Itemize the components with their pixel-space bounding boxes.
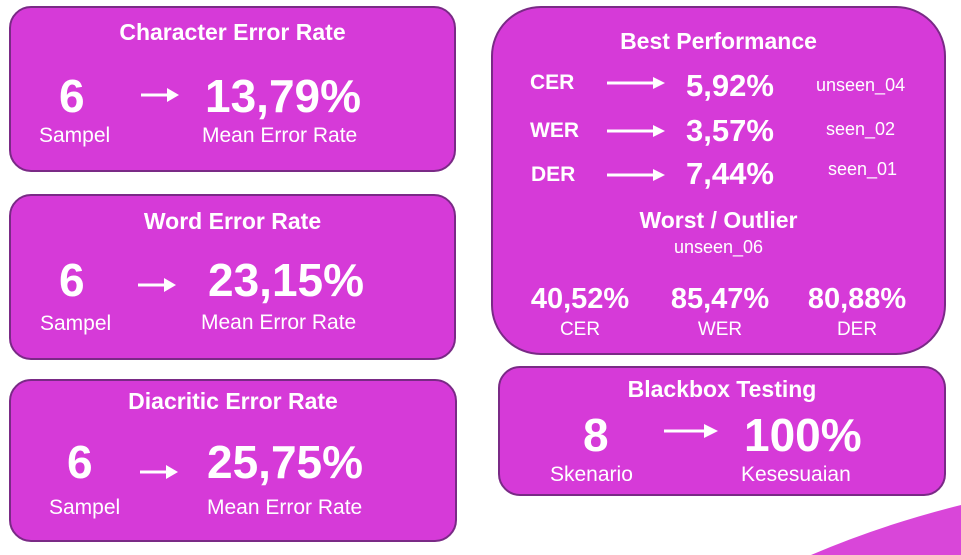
mean-error-label: Mean Error Rate — [207, 496, 363, 519]
decorative-corner-shape — [811, 505, 961, 555]
arrow-right-icon — [140, 465, 178, 479]
mean-error-label: Mean Error Rate — [201, 311, 357, 334]
best-metric-label: WER — [530, 119, 579, 142]
worst-metric-label: DER — [836, 319, 878, 340]
best-sample-name: unseen_04 — [816, 75, 906, 95]
der-card: Diacritic Error Rate 6 Sampel 25,75% Mea… — [9, 379, 457, 542]
best-metric-value: 7,44% — [686, 156, 774, 191]
sample-label: Sampel — [40, 312, 112, 335]
card-title: Best Performance — [620, 28, 817, 54]
sample-count: 6 — [67, 436, 93, 488]
card-title: Word Error Rate — [143, 208, 322, 234]
card-title: Blackbox Testing — [627, 376, 817, 402]
arrow-right-icon — [607, 169, 665, 181]
arrow-right-icon — [664, 424, 718, 438]
sample-count: 6 — [59, 254, 85, 306]
arrow-right-icon — [141, 88, 179, 102]
blackbox-testing-card: Blackbox Testing 8 Skenario 100% Kesesua… — [498, 366, 946, 496]
conformity-value: 100% — [744, 409, 862, 461]
sample-label: Sampel — [39, 124, 111, 147]
mean-error-value: 25,75% — [207, 436, 364, 488]
arrow-right-icon — [607, 77, 665, 89]
worst-metric-label: CER — [559, 319, 601, 340]
card-title: Diacritic Error Rate — [128, 388, 338, 414]
card-title: Character Error Rate — [119, 19, 346, 45]
arrow-right-icon — [138, 278, 176, 292]
cer-card: Character Error Rate 6 Sampel 13,79% Mea… — [9, 6, 456, 172]
best-metric-label: CER — [530, 71, 575, 94]
best-performance-card: Best Performance CER 5,92% unseen_04 WER… — [491, 6, 946, 355]
best-sample-name: seen_01 — [828, 159, 898, 179]
conformity-label: Kesesuaian — [741, 463, 851, 486]
mean-error-value: 13,79% — [205, 70, 362, 122]
worst-value: 80,88% — [807, 283, 907, 315]
scenario-count: 8 — [583, 409, 609, 461]
best-metric-label: DER — [531, 163, 576, 186]
worst-metric-label: WER — [697, 319, 743, 340]
mean-error-label: Mean Error Rate — [202, 124, 358, 147]
best-metric-value: 5,92% — [686, 68, 774, 103]
worst-value: 40,52% — [530, 283, 630, 315]
scenario-label: Skenario — [550, 463, 633, 486]
worst-value: 85,47% — [670, 283, 770, 315]
best-sample-name: seen_02 — [826, 119, 896, 139]
worst-sample-name: unseen_06 — [673, 237, 764, 257]
sample-label: Sampel — [49, 496, 121, 519]
mean-error-value: 23,15% — [208, 254, 365, 306]
worst-title: Worst / Outlier — [639, 207, 798, 233]
best-metric-value: 3,57% — [686, 113, 774, 148]
arrow-right-icon — [607, 125, 665, 137]
sample-count: 6 — [59, 70, 85, 122]
wer-card: Word Error Rate 6 Sampel 23,15% Mean Err… — [9, 194, 456, 360]
